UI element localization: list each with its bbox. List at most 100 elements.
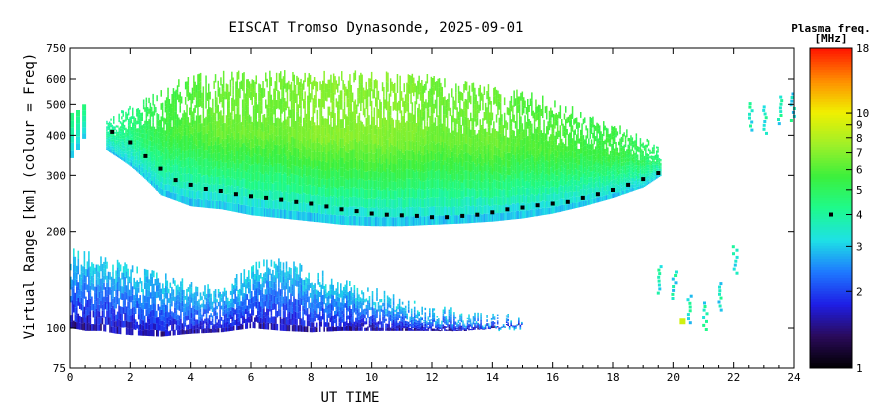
echo-cell bbox=[316, 119, 319, 129]
echo-cell bbox=[426, 102, 429, 112]
echo-cell bbox=[581, 200, 583, 207]
echo-cell bbox=[119, 141, 122, 144]
echo-cell bbox=[201, 199, 203, 208]
echo-cell bbox=[483, 213, 486, 223]
echo-cell bbox=[209, 130, 211, 139]
echo-cell bbox=[449, 182, 452, 191]
echo-cell bbox=[255, 163, 257, 172]
echo-cell bbox=[464, 152, 467, 162]
echo-cell bbox=[544, 140, 547, 147]
echo-cell bbox=[426, 121, 429, 131]
echo-cell bbox=[467, 117, 469, 127]
echo-cell bbox=[149, 178, 152, 185]
echo-cell bbox=[334, 187, 336, 197]
echo-cell bbox=[296, 193, 298, 202]
echo-cell bbox=[550, 160, 552, 168]
echo-cell bbox=[415, 179, 418, 189]
echo-cell bbox=[425, 135, 427, 145]
echo-cell bbox=[540, 187, 543, 195]
echo-cell bbox=[438, 197, 441, 207]
echo-cell bbox=[175, 148, 177, 157]
echo-cell bbox=[430, 95, 433, 105]
echo-cell bbox=[315, 142, 317, 152]
echo-cell bbox=[255, 154, 257, 164]
echo-cell bbox=[516, 97, 518, 106]
echo-cell bbox=[459, 100, 461, 110]
echo-cell bbox=[575, 134, 578, 141]
echo-cell bbox=[194, 159, 196, 168]
echo-cell bbox=[446, 215, 449, 225]
echo-cell bbox=[311, 195, 313, 205]
echo-cell bbox=[308, 100, 310, 111]
echo-cell bbox=[573, 119, 575, 125]
echo-cell bbox=[142, 99, 145, 105]
echo-cell bbox=[345, 215, 347, 225]
echo-cell bbox=[319, 204, 321, 214]
echo-cell bbox=[357, 133, 359, 144]
echo-cell bbox=[548, 156, 551, 163]
echo-cell bbox=[299, 177, 301, 186]
echo-cell bbox=[387, 187, 389, 198]
echo-cell bbox=[581, 165, 583, 171]
echo-cell bbox=[489, 206, 491, 214]
echo-cell bbox=[404, 197, 407, 208]
echo-cell bbox=[252, 80, 255, 89]
echo-cell bbox=[372, 153, 374, 163]
echo-cell bbox=[539, 194, 541, 202]
echo-cell bbox=[362, 170, 365, 180]
echo-cell bbox=[429, 152, 431, 162]
echo-cell bbox=[224, 178, 226, 187]
echo-cell bbox=[472, 135, 475, 144]
echo-cell bbox=[460, 199, 462, 208]
echo-cell bbox=[318, 204, 320, 214]
echo-cell bbox=[531, 123, 533, 132]
echo-cell bbox=[512, 187, 514, 196]
echo-cell bbox=[194, 175, 196, 184]
echo-cell bbox=[115, 145, 118, 148]
echo-cell bbox=[419, 91, 422, 101]
echo-cell bbox=[152, 111, 154, 118]
echo-cell bbox=[423, 145, 426, 155]
echo-cell bbox=[580, 129, 582, 136]
echo-cell bbox=[518, 119, 521, 128]
echo-cell bbox=[461, 199, 464, 208]
echo-cell bbox=[427, 216, 430, 225]
echo-cell bbox=[156, 179, 158, 185]
echo-cell bbox=[127, 111, 130, 116]
echo-cell bbox=[172, 102, 175, 109]
echo-cell bbox=[198, 198, 200, 208]
echo-cell bbox=[251, 155, 253, 165]
echo-cell bbox=[161, 115, 164, 122]
echo-cell bbox=[495, 139, 498, 148]
echo-cell bbox=[133, 165, 135, 169]
echo-cell bbox=[182, 120, 184, 129]
echo-cell bbox=[134, 135, 137, 139]
echo-cell bbox=[565, 171, 567, 178]
echo-cell bbox=[536, 106, 538, 114]
echo-cell bbox=[266, 156, 268, 166]
echo-cell bbox=[155, 167, 157, 173]
echo-cell bbox=[354, 177, 357, 187]
echo-cell bbox=[491, 213, 494, 222]
echo-cell bbox=[532, 163, 534, 172]
echo-cell bbox=[432, 105, 434, 115]
echo-cell bbox=[141, 159, 143, 164]
echo-cell bbox=[495, 147, 498, 156]
echo-cell bbox=[442, 156, 445, 165]
echo-cell bbox=[460, 157, 462, 167]
echo-cell bbox=[236, 168, 238, 178]
echo-cell bbox=[362, 124, 365, 134]
echo-cell bbox=[330, 130, 332, 140]
echo-cell bbox=[179, 195, 181, 203]
echo-cell bbox=[366, 216, 369, 226]
echo-cell bbox=[265, 117, 267, 127]
echo-cell bbox=[350, 103, 352, 114]
echo-cell bbox=[574, 197, 576, 203]
echo-cell bbox=[356, 216, 358, 226]
echo-cell bbox=[365, 162, 367, 172]
echo-cell bbox=[482, 182, 484, 191]
echo-cell bbox=[343, 154, 346, 164]
echo-cell bbox=[142, 158, 145, 163]
echo-cell bbox=[375, 97, 377, 107]
echo-cell bbox=[580, 171, 582, 178]
